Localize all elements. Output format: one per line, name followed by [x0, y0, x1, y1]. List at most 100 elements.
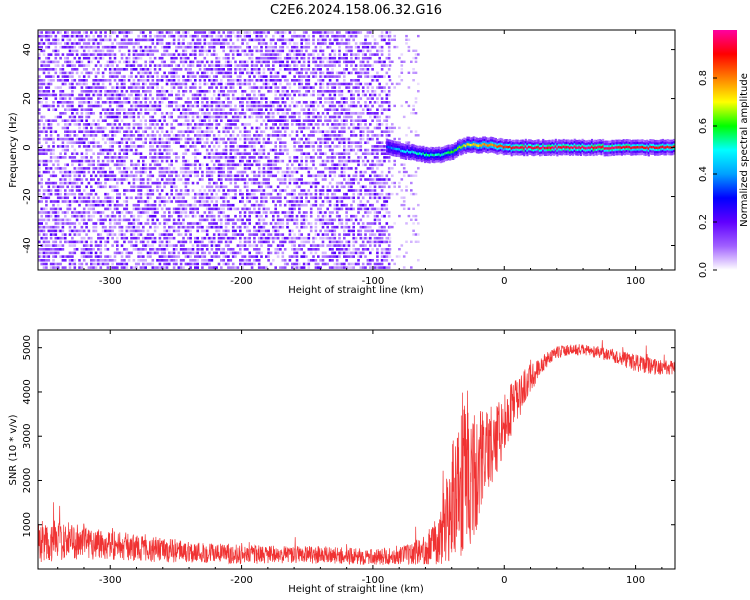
heat-cell — [243, 148, 247, 152]
heat-cell — [291, 112, 294, 115]
heat-cell — [279, 53, 282, 56]
heat-cell — [309, 251, 313, 255]
heat-cell — [283, 130, 287, 133]
heat-cell — [168, 145, 171, 148]
heat-cell — [210, 207, 214, 211]
heat-cell — [286, 225, 289, 229]
heat-cell — [142, 200, 145, 203]
heat-cell — [175, 82, 178, 86]
heat-cell — [120, 259, 124, 262]
heat-cell — [250, 64, 254, 67]
heat-cell — [248, 141, 251, 144]
heat-cell — [130, 229, 133, 233]
heat-cell — [215, 196, 218, 200]
heat-cell — [175, 196, 178, 200]
heat-cell — [78, 240, 81, 244]
heat-cell — [45, 38, 48, 42]
heat-cell — [236, 170, 240, 174]
heat-cell — [94, 38, 98, 42]
heat-cell — [139, 86, 143, 89]
heat-cell — [203, 93, 207, 97]
heat-cell — [250, 192, 254, 196]
heat-cell — [217, 64, 221, 67]
heat-cell — [260, 60, 263, 64]
heat-cell — [132, 104, 136, 108]
heat-cell — [179, 248, 183, 251]
heat-cell — [295, 159, 299, 163]
heat-cell — [80, 156, 84, 159]
heat-cell — [40, 251, 43, 255]
heat-cell — [71, 79, 74, 82]
heat-cell — [54, 262, 58, 266]
heat-cell — [90, 90, 93, 93]
heat-cell — [215, 123, 218, 126]
heat-cell — [276, 53, 280, 56]
heat-cell — [52, 38, 55, 42]
heat-cell — [40, 82, 43, 86]
heat-cell — [286, 123, 289, 126]
heat-cell — [224, 218, 228, 222]
heat-cell — [82, 211, 86, 214]
heat-cell — [229, 181, 233, 185]
heat-cell — [291, 137, 294, 141]
heat-cell — [222, 170, 225, 174]
heat-cell — [40, 104, 43, 108]
heat-cell — [101, 259, 105, 262]
heat-cell — [116, 42, 119, 45]
heat-cell — [104, 141, 107, 144]
heat-cell — [189, 79, 192, 82]
heat-cell — [56, 64, 60, 67]
heat-cell — [305, 75, 308, 78]
heat-cell — [42, 233, 46, 236]
heat-cell — [189, 45, 192, 49]
heat-cell — [56, 104, 60, 108]
heat-cell — [212, 170, 216, 174]
heat-cell — [64, 189, 67, 192]
heat-cell — [212, 152, 216, 155]
heat-cell — [144, 68, 147, 71]
heat-cell — [120, 45, 124, 49]
heat-cell — [73, 178, 77, 181]
heat-cell — [253, 148, 256, 152]
heat-cell — [125, 31, 129, 34]
heat-cell — [194, 148, 197, 152]
heat-cell — [279, 200, 282, 203]
heat-cell — [130, 170, 133, 174]
heat-cell — [101, 170, 105, 174]
heat-cell — [134, 203, 138, 207]
heat-cell — [47, 42, 51, 45]
heat-cell — [265, 240, 268, 244]
heat-cell — [300, 49, 303, 53]
heat-cell — [234, 123, 237, 126]
heat-cell — [59, 218, 62, 222]
heat-cell — [194, 45, 197, 49]
heat-cell — [168, 251, 171, 255]
heat-cell — [116, 244, 119, 247]
heat-cell — [160, 64, 164, 67]
heat-cell — [118, 115, 121, 119]
heat-cell — [203, 123, 207, 126]
heat-cell — [66, 38, 69, 42]
heat-cell — [71, 141, 74, 144]
heat-cell — [243, 97, 247, 100]
heat-cell — [38, 159, 41, 163]
heat-cell — [217, 115, 221, 119]
heat-cell — [253, 196, 256, 200]
heat-cell — [201, 170, 204, 174]
heat-cell — [52, 259, 55, 262]
heat-cell — [97, 236, 100, 240]
heat-cell — [92, 90, 95, 93]
heat-cell — [286, 90, 289, 93]
heat-cell — [274, 236, 277, 240]
heat-cell — [276, 185, 280, 189]
heat-cell — [149, 156, 152, 159]
heat-cell — [170, 86, 173, 89]
heat-cell — [127, 222, 131, 225]
heat-cell — [293, 93, 296, 97]
heat-cell — [234, 49, 237, 53]
heat-cell — [234, 196, 237, 200]
heat-cell — [217, 152, 221, 155]
heat-cell — [163, 229, 166, 233]
heat-cell — [229, 31, 233, 34]
heat-cell — [139, 181, 143, 185]
